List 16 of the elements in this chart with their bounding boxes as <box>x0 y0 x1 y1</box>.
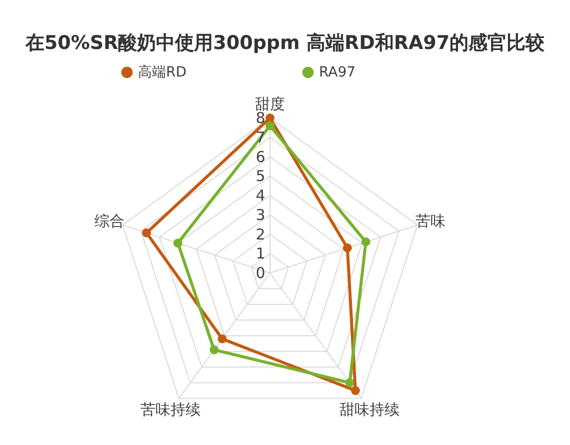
spoke-label: 综合 <box>94 212 124 230</box>
y-tick-label: 6 <box>256 148 266 166</box>
spoke-label: 苦味 <box>416 212 446 230</box>
chart-title: 在50%SR酸奶中使用300ppm 高端RD和RA97的感官比较 <box>24 32 546 54</box>
spoke-label: 苦味持续 <box>140 400 201 419</box>
y-tick-label: 1 <box>256 244 266 263</box>
y-tick-label: 4 <box>256 186 266 204</box>
y-tick-label: 5 <box>256 167 266 186</box>
legend-label: RA97 <box>319 64 356 80</box>
y-tick-label: 0 <box>256 264 266 282</box>
y-tick-label: 2 <box>256 225 266 244</box>
y-tick-label: 3 <box>256 206 266 224</box>
spoke-label: 甜度 <box>255 95 285 114</box>
spoke-label: 甜味持续 <box>339 400 400 419</box>
legend-label: 高端RD <box>138 64 187 80</box>
y-tick-label: 7 <box>256 128 266 146</box>
